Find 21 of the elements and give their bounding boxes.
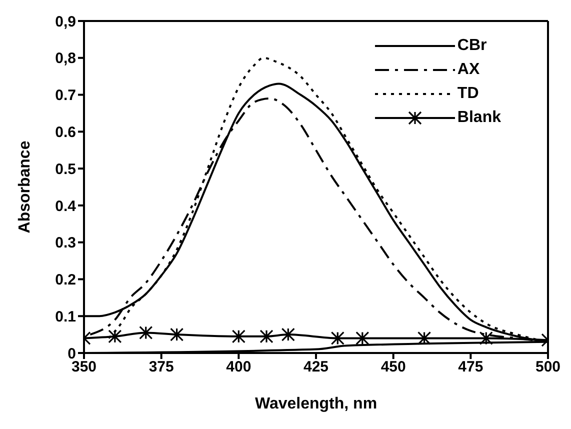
x-tick-label: 450	[380, 358, 406, 376]
x-tick-label: 500	[535, 358, 561, 376]
legend-label: AX	[457, 61, 480, 79]
y-tick-label: 0,9	[55, 13, 76, 30]
legend-label: CBr	[457, 37, 487, 55]
x-tick-label: 425	[303, 358, 329, 376]
y-tick-label: 0.2	[55, 272, 76, 289]
legend-label: TD	[457, 85, 479, 103]
x-tick-label: 475	[458, 358, 484, 376]
y-tick-label: 0.5	[55, 160, 76, 178]
y-axis-title: Absorbance	[16, 140, 34, 234]
legend-label: Blank	[457, 109, 501, 127]
y-tick-label: 0.3	[55, 234, 76, 252]
x-axis-title: Wavelength, nm	[254, 395, 378, 412]
y-tick-label: 0,8	[55, 50, 76, 68]
x-tick-label: 375	[148, 358, 174, 376]
y-tick-label: 0.6	[55, 124, 76, 141]
y-tick-label: 0.1	[55, 308, 76, 326]
y-tick-label: 0.4	[55, 198, 77, 215]
x-tick-label: 400	[226, 358, 252, 376]
y-tick-label: 0.7	[55, 87, 76, 104]
